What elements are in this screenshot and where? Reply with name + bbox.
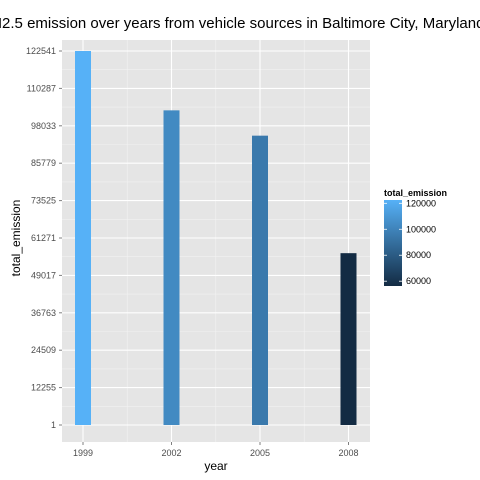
bar-1999 bbox=[75, 51, 91, 426]
y-tick-label: 24509 bbox=[31, 345, 56, 355]
chart-title: PM2.5 emission over years from vehicle s… bbox=[0, 15, 480, 32]
y-tick-label: 36763 bbox=[31, 308, 56, 318]
y-tick-label: 61271 bbox=[31, 233, 56, 243]
legend-tick-label: 60000 bbox=[406, 276, 431, 286]
legend-tick-label: 100000 bbox=[406, 224, 436, 234]
legend-colorbar bbox=[384, 200, 402, 286]
y-tick-label: 49017 bbox=[31, 270, 56, 280]
y-tick-label: 122541 bbox=[26, 46, 56, 56]
legend-title: total_emission bbox=[384, 188, 447, 198]
legend-ticks: 120000 100000 80000 60000 bbox=[384, 198, 436, 286]
y-tick-label: 73525 bbox=[31, 196, 56, 206]
bar-2005 bbox=[252, 135, 268, 426]
bar-2008 bbox=[340, 253, 357, 426]
legend-tick-label: 80000 bbox=[406, 250, 431, 260]
x-tick-label: 2005 bbox=[250, 448, 270, 458]
x-axis: 1999 2002 2005 2008 bbox=[73, 442, 359, 458]
x-tick-label: 2002 bbox=[161, 448, 181, 458]
y-tick-label: 85779 bbox=[31, 158, 56, 168]
bar-2002 bbox=[163, 110, 180, 426]
y-tick-label: 98033 bbox=[31, 121, 56, 131]
y-axis: 1 12255 24509 36763 49017 61271 73525 85779 9803… bbox=[26, 46, 62, 430]
x-tick-label: 2008 bbox=[338, 448, 358, 458]
x-axis-title: year bbox=[204, 459, 227, 473]
x-tick-label: 1999 bbox=[73, 448, 93, 458]
legend: total_emission 120000 100000 80000 60000 bbox=[384, 188, 447, 286]
y-tick-label: 1 bbox=[51, 420, 56, 430]
legend-tick-label: 120000 bbox=[406, 198, 436, 208]
bars bbox=[75, 51, 357, 426]
y-tick-label: 110287 bbox=[27, 83, 56, 93]
y-tick-label: 12255 bbox=[31, 383, 56, 393]
y-axis-title: total_emission bbox=[9, 200, 23, 277]
